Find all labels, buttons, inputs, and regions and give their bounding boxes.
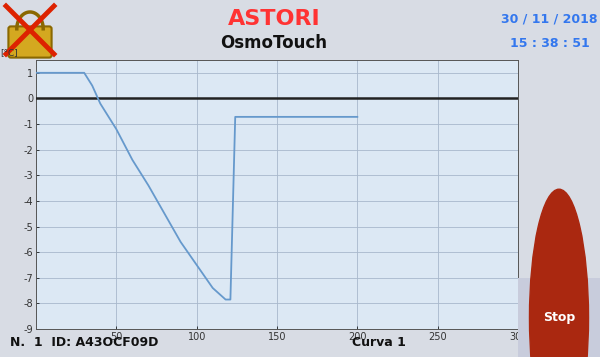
Text: [s]: [s] — [520, 329, 532, 338]
Text: 15 : 38 : 51: 15 : 38 : 51 — [509, 37, 589, 50]
Text: OsmoTouch: OsmoTouch — [221, 34, 328, 52]
Circle shape — [529, 189, 589, 357]
Text: Curva 1: Curva 1 — [352, 337, 406, 350]
FancyBboxPatch shape — [8, 26, 52, 57]
Text: Stop: Stop — [543, 311, 575, 324]
FancyBboxPatch shape — [518, 278, 600, 357]
Text: 30 / 11 / 2018: 30 / 11 / 2018 — [501, 13, 598, 26]
Text: [°C]: [°C] — [0, 48, 17, 57]
Text: N.  1  ID: A43OCF09D: N. 1 ID: A43OCF09D — [10, 337, 159, 350]
Text: ASTORI: ASTORI — [227, 9, 320, 29]
